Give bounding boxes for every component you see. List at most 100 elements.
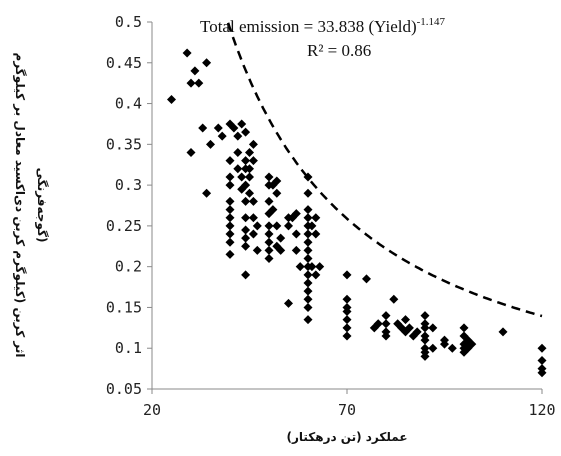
data-point — [291, 245, 301, 255]
y-tick-label: 0.25 — [106, 217, 142, 235]
data-point — [237, 119, 247, 129]
data-point — [381, 319, 391, 329]
data-point — [202, 188, 212, 198]
data-point — [202, 58, 212, 68]
data-point — [241, 270, 251, 280]
data-point — [389, 294, 399, 304]
data-point — [245, 147, 254, 157]
data-point — [276, 233, 286, 243]
data-point — [537, 368, 547, 378]
data-point — [229, 123, 239, 133]
y-tick-label: 0.3 — [115, 176, 142, 194]
x-tick-label: 70 — [338, 401, 356, 419]
data-point — [401, 315, 410, 325]
data-point — [186, 78, 196, 88]
data-point — [245, 172, 254, 182]
data-point — [303, 205, 313, 215]
data-point — [225, 196, 235, 206]
data-point — [342, 331, 352, 341]
data-point — [186, 147, 196, 157]
y-axis-title: اثر کربن (کیلوگرم کربن دی‌اکسید معادل بر… — [12, 53, 49, 358]
data-point — [311, 229, 321, 239]
data-point — [225, 156, 235, 166]
data-point — [381, 331, 391, 341]
data-point — [241, 156, 251, 166]
data-point — [303, 278, 313, 288]
r2-label: R² = 0.86 — [307, 41, 371, 60]
y-axis-title-line2: گوجه‌فرنگی) — [34, 168, 49, 243]
data-point — [315, 262, 325, 272]
data-point — [225, 237, 235, 247]
data-point — [252, 245, 262, 255]
data-point — [272, 188, 282, 198]
data-point — [342, 307, 352, 317]
data-point — [303, 315, 313, 325]
data-point — [498, 327, 508, 337]
data-point — [303, 270, 313, 280]
data-point — [404, 323, 414, 333]
data-point — [225, 221, 235, 231]
data-point — [303, 237, 313, 247]
data-point — [303, 172, 313, 182]
data-point — [272, 221, 282, 231]
data-point — [303, 188, 313, 198]
data-point — [245, 164, 254, 174]
data-point — [241, 225, 251, 235]
data-point — [225, 229, 235, 239]
data-point — [447, 343, 457, 353]
trendline — [226, 22, 543, 318]
data-point — [264, 172, 274, 182]
data-point — [467, 339, 477, 349]
data-point — [194, 78, 204, 88]
data-point — [264, 237, 274, 247]
data-point — [241, 196, 251, 206]
data-point — [303, 245, 313, 255]
data-point — [241, 180, 251, 190]
data-point — [213, 123, 223, 133]
data-point — [303, 229, 313, 239]
data-points — [167, 48, 547, 378]
data-point — [412, 327, 422, 337]
data-point — [225, 249, 235, 259]
data-point — [248, 196, 258, 206]
data-point — [303, 213, 313, 223]
data-point — [245, 188, 254, 198]
x-tick-label: 20 — [143, 401, 161, 419]
data-point — [225, 205, 235, 215]
data-point — [264, 221, 274, 231]
data-point — [420, 323, 430, 333]
data-point — [307, 262, 317, 272]
data-point — [303, 294, 313, 304]
y-tick-label: 0.45 — [106, 54, 142, 72]
data-point — [241, 213, 251, 223]
y-axis-title-line1: اثر کربن (کیلوگرم کربن دی‌اکسید معادل بر… — [12, 53, 27, 358]
data-point — [537, 343, 547, 353]
data-point — [233, 164, 243, 174]
data-point — [268, 205, 278, 215]
y-ticks: 0.05 0.1 0.15 0.2 0.25 0.3 0.35 0.4 0.45 0.5 — [106, 13, 152, 398]
data-point — [373, 319, 383, 329]
data-point — [241, 233, 251, 243]
data-point — [241, 241, 251, 251]
data-point — [303, 286, 313, 296]
data-point — [264, 229, 274, 239]
data-point — [241, 127, 251, 137]
data-point — [284, 298, 293, 308]
x-axis-title: عملکرد (تن درهکتار) — [286, 430, 407, 444]
data-point — [248, 213, 258, 223]
data-point — [291, 209, 301, 219]
data-point — [440, 339, 449, 349]
data-point — [420, 351, 430, 361]
data-point — [342, 315, 352, 325]
x-ticks: 20 70 120 — [143, 389, 556, 419]
equation-label: Total emission = 33.838 (Yield)-1.147 — [200, 16, 446, 36]
data-point — [303, 302, 313, 312]
y-tick-label: 0.05 — [106, 380, 142, 398]
data-point — [295, 262, 305, 272]
data-point — [420, 335, 430, 345]
data-point — [198, 123, 208, 133]
data-point — [225, 180, 235, 190]
data-point — [342, 270, 352, 280]
data-point — [342, 323, 352, 333]
